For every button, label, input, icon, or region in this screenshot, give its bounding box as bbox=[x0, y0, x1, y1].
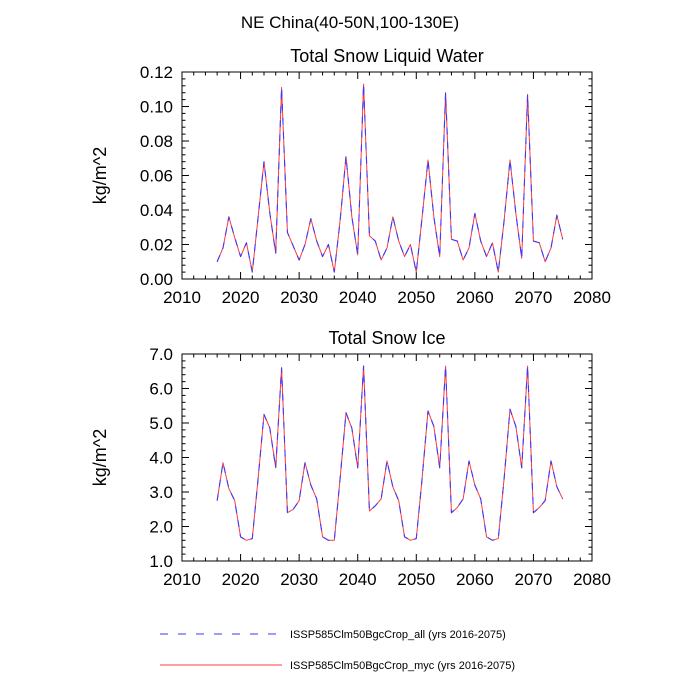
x-tick-label: 2060 bbox=[456, 570, 494, 589]
figure-title: NE China(40-50N,100-130E) bbox=[241, 13, 459, 32]
y-tick-label: 2.0 bbox=[149, 518, 173, 537]
legend-label: ISSP585Clm50BgcCrop_myc (yrs 2016-2075) bbox=[290, 660, 515, 672]
x-tick-label: 2080 bbox=[573, 570, 611, 589]
series-line-myc bbox=[216, 83, 564, 273]
series-line-myc bbox=[216, 365, 564, 541]
y-tick-label: 0.04 bbox=[140, 201, 173, 220]
x-tick-label: 2080 bbox=[573, 288, 611, 307]
y-tick-label: 0.02 bbox=[140, 236, 173, 255]
legend-entry-myc: ISSP585Clm50BgcCrop_myc (yrs 2016-2075) bbox=[160, 660, 515, 672]
series-line-all bbox=[216, 83, 564, 273]
x-tick-label: 2070 bbox=[515, 570, 553, 589]
x-tick-label: 2060 bbox=[456, 288, 494, 307]
legend: ISSP585Clm50BgcCrop_all (yrs 2016-2075) I… bbox=[160, 629, 515, 672]
y-tick-label: 0.06 bbox=[140, 167, 173, 186]
y-tick-label: 5.0 bbox=[149, 414, 173, 433]
x-tick-label: 2040 bbox=[339, 570, 377, 589]
x-tick-label: 2050 bbox=[397, 288, 435, 307]
x-tick-label: 2030 bbox=[280, 570, 318, 589]
y-tick-label: 3.0 bbox=[149, 483, 173, 502]
x-tick-label: 2010 bbox=[163, 570, 201, 589]
x-tick-label: 2050 bbox=[397, 570, 435, 589]
legend-entry-all: ISSP585Clm50BgcCrop_all (yrs 2016-2075) bbox=[160, 629, 506, 641]
panel-snow-ice: Total Snow Ice kg/m^2 2010 2020 2030 2040 2050… bbox=[90, 328, 611, 589]
x-tick-label: 2020 bbox=[222, 288, 260, 307]
y-tick-label: 7.0 bbox=[149, 345, 173, 364]
y-tick-label: 1.0 bbox=[149, 552, 173, 571]
y-tick-label: 0.08 bbox=[140, 132, 173, 151]
x-tick-label: 2030 bbox=[280, 288, 318, 307]
plot-frame bbox=[181, 353, 593, 562]
y-axis-label: kg/m^2 bbox=[90, 429, 110, 486]
x-tick-label: 2070 bbox=[515, 288, 553, 307]
x-tick-label: 2040 bbox=[339, 288, 377, 307]
x-tick-label: 2010 bbox=[163, 288, 201, 307]
y-tick-label: 0.00 bbox=[140, 270, 173, 289]
y-tick-label: 4.0 bbox=[149, 449, 173, 468]
legend-label: ISSP585Clm50BgcCrop_all (yrs 2016-2075) bbox=[290, 629, 506, 641]
panel-snow-liquid-water: Total Snow Liquid Water kg/m^2 2010 2020 203… bbox=[90, 46, 611, 307]
y-tick-label: 0.10 bbox=[140, 98, 173, 117]
chart-title: Total Snow Liquid Water bbox=[290, 46, 483, 66]
chart-title: Total Snow Ice bbox=[328, 328, 445, 348]
x-tick-label: 2020 bbox=[222, 570, 260, 589]
y-tick-label: 0.12 bbox=[140, 63, 173, 82]
series-line-all bbox=[216, 365, 564, 541]
y-axis-label: kg/m^2 bbox=[90, 147, 110, 204]
y-tick-label: 6.0 bbox=[149, 380, 173, 399]
